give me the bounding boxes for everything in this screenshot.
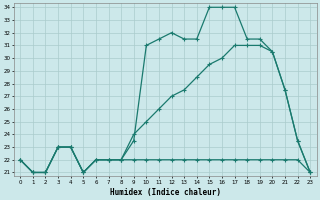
X-axis label: Humidex (Indice chaleur): Humidex (Indice chaleur) bbox=[110, 188, 221, 197]
